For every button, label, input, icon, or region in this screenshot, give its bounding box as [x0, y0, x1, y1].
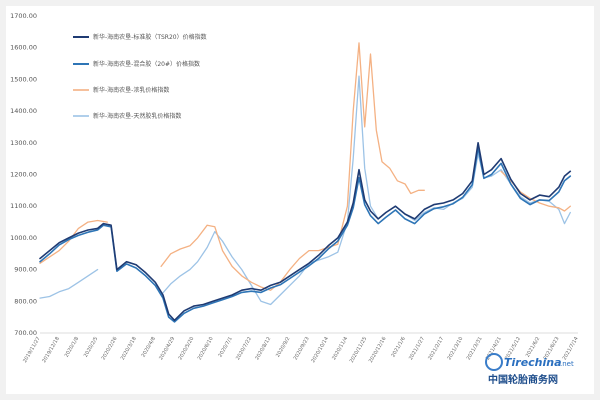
y-tick-label: 800.00 [14, 297, 37, 305]
x-tick-label: 2020/12/16 [368, 336, 388, 364]
series-line-3 [39, 42, 571, 291]
legend-label-4: 新华-海南农垦-天然胶乳价格指数 [93, 112, 181, 120]
x-tick-label: 2020/9/2 [275, 336, 291, 358]
x-tick-label: 2020/6/10 [197, 336, 215, 361]
x-tick-label: 2020/7/1 [217, 336, 233, 358]
watermark: Tirechina .net 中国轮胎商务网 [485, 353, 574, 386]
y-tick-label: 1300.00 [10, 139, 37, 147]
x-tick-label: 2019/12/18 [41, 336, 61, 364]
x-tick-label: 2020/10/14 [310, 336, 330, 364]
y-tick-label: 700.00 [14, 329, 37, 337]
x-tick-label: 2021/1/6 [390, 336, 406, 358]
watermark-logo-icon [485, 353, 503, 371]
series-line-1 [39, 142, 572, 322]
line-chart: 700.00 800.00 900.00 1000.00 1100.00 1200.00 1… [10, 12, 580, 364]
watermark-brand-top: Tirechina [504, 356, 562, 369]
x-tick-label: 2021/1/27 [408, 336, 426, 361]
chart-frame: 700.00 800.00 900.00 1000.00 1100.00 1200.00 1… [6, 6, 594, 394]
x-tick-label: 2020/4/8 [141, 336, 157, 358]
x-tick-label: 2020/11/25 [349, 336, 369, 364]
x-tick-label: 2019/11/27 [22, 336, 42, 364]
x-tick-label: 2020/2/26 [101, 336, 119, 361]
legend-label-2: 新华-海南农垦-混合胶（20#）价格指数 [93, 60, 200, 68]
x-tick-label: 2020/5/20 [177, 336, 195, 361]
x-tick-label: 2020/1/8 [64, 336, 80, 358]
y-tick-label: 1400.00 [10, 107, 37, 115]
y-tick-label: 1000.00 [10, 234, 37, 242]
series-line-4 [39, 75, 571, 306]
watermark-brand-suffix: .net [560, 360, 574, 368]
x-tick-label: 2020/7/22 [235, 336, 253, 361]
y-tick-label: 1500.00 [10, 75, 37, 83]
y-tick-label: 1600.00 [10, 44, 37, 52]
x-tick-label: 2020/11/4 [331, 336, 349, 361]
y-tick-label: 1100.00 [10, 202, 37, 210]
x-tick-label: 2020/2/5 [83, 336, 99, 358]
legend-label-3: 新华-海南农垦-浓乳价格指数 [93, 86, 169, 94]
series-line-2 [39, 146, 572, 323]
y-tick-label: 1200.00 [10, 171, 37, 179]
x-tick-label: 2020/4/29 [158, 336, 176, 361]
x-tick-label: 2020/8/12 [254, 336, 272, 361]
y-tick-label: 1700.00 [10, 12, 37, 20]
watermark-brand-bottom: 中国轮胎商务网 [488, 373, 558, 386]
x-tick-label: 2020/3/18 [120, 336, 138, 361]
y-tick-label: 900.00 [14, 266, 37, 274]
x-tick-label: 2020/9/23 [293, 336, 311, 361]
legend-label-1: 新华-海南农垦-标准胶（TSR20）价格指数 [93, 33, 207, 41]
x-tick-label: 2021/2/17 [427, 336, 445, 361]
x-tick-label: 2021/3/10 [446, 336, 464, 361]
